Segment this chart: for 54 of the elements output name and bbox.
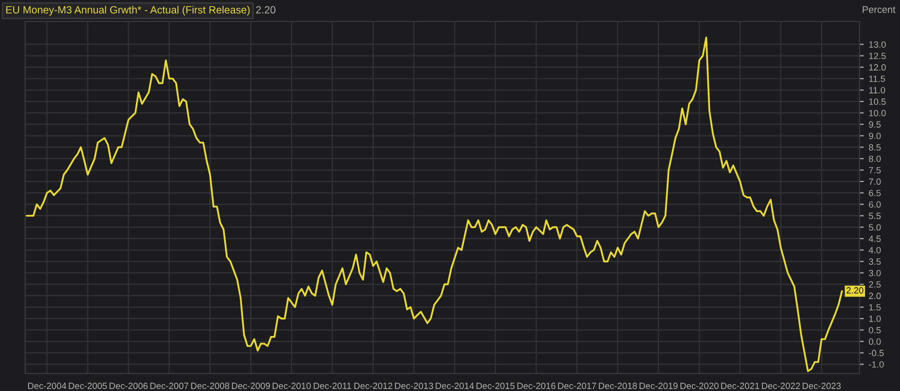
x-tick-label: Dec-2014	[436, 382, 474, 390]
y-tick-label: -0.5	[868, 350, 884, 356]
x-tick-label: Dec-2020	[680, 382, 719, 390]
y-tick-label: 7.0	[868, 178, 881, 185]
y-tick-label: 12.5	[869, 52, 886, 60]
text: 2.20	[256, 6, 276, 14]
y-tick-label: 3.0	[868, 270, 881, 276]
y-tick-label: 9.5	[868, 121, 881, 128]
y-tick-label: 1.0	[869, 316, 881, 322]
y-tick-label: -1.0	[868, 361, 884, 368]
y-tick-label: 10.0	[869, 110, 886, 116]
y-tick-label: 9.0	[868, 132, 881, 140]
y-tick-label: 6.5	[868, 190, 881, 196]
x-tick-label: Dec-2013	[395, 382, 434, 390]
annotation: 2.20	[846, 287, 864, 294]
y-tick-label: 3.5	[868, 258, 881, 265]
y-tick-label: 1.5	[869, 304, 881, 310]
x-tick-label: Dec-2009	[232, 382, 270, 390]
y-tick-label: 7.5	[868, 167, 881, 174]
x-tick-label: Dec-2012	[354, 382, 392, 390]
x-tick-label: Dec-2023	[802, 382, 841, 390]
line-series	[26, 36, 843, 372]
x-tick-label: Dec-2015	[476, 382, 515, 390]
y-tick-label: 10.5	[869, 98, 886, 105]
y-tick-label: 4.5	[868, 236, 881, 242]
x-tick-label: Dec-2008	[191, 382, 230, 390]
x-tick-label: Dec-2004	[28, 382, 66, 390]
y-tick-label: 0.0	[868, 338, 881, 345]
x-tick-label: Dec-2022	[762, 382, 800, 390]
y-tick-label: 2.0	[868, 292, 881, 300]
y-tick-label: 13.0	[869, 41, 886, 48]
y-tick-label: 8.5	[868, 144, 881, 151]
x-tick-label: Dec-2017	[558, 382, 596, 390]
text: EU Money-M3 Annual Grwth* - Actual (First Release)	[6, 6, 250, 16]
x-tick-label: Dec-2006	[110, 382, 148, 390]
x-tick-label: Dec-2021	[721, 382, 760, 390]
x-tick-label: Dec-2005	[68, 382, 107, 390]
x-tick-label: Dec-2018	[598, 382, 637, 390]
y-tick-label: 5.5	[868, 212, 881, 220]
y-tick-label: 11.5	[869, 76, 886, 82]
y-tick-label: 5.0	[868, 224, 881, 231]
y-tick-label: 2.5	[868, 281, 881, 288]
y-tick-label: 0.5	[868, 326, 881, 334]
x-tick-label: Dec-2010	[272, 382, 311, 390]
y-axis-title: Percent	[862, 6, 896, 14]
y-tick-label: 11.0	[869, 87, 886, 94]
y-tick-label: 8.0	[868, 156, 881, 162]
x-tick-label: Dec-2011	[314, 382, 352, 390]
x-tick-label: Dec-2016	[517, 382, 556, 390]
x-tick-label: Dec-2019	[640, 382, 678, 390]
y-tick-label: 12.0	[869, 64, 886, 71]
y-tick-label: 6.0	[868, 201, 881, 208]
y-tick-label: 4.0	[868, 246, 881, 254]
x-tick-label: Dec-2007	[150, 382, 188, 390]
